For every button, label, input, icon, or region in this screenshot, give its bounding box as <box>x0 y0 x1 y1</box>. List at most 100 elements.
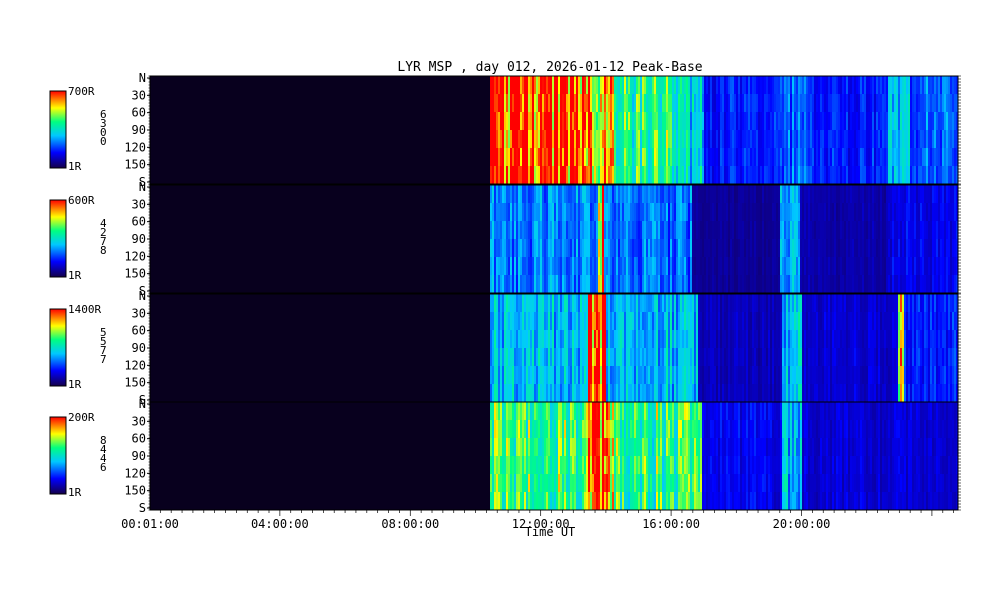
heatmap-cell <box>758 203 760 222</box>
heatmap-cell <box>618 257 620 276</box>
heatmap-cell <box>766 166 768 185</box>
heatmap-cell <box>776 294 778 313</box>
heatmap-cell <box>802 239 804 258</box>
heatmap-cell <box>802 221 804 240</box>
heatmap-cell <box>588 312 590 331</box>
heatmap-cell <box>850 148 852 167</box>
heatmap-cell <box>510 203 512 222</box>
heatmap-cell <box>894 221 896 240</box>
heatmap-cell <box>692 185 694 204</box>
heatmap-cell <box>786 130 788 149</box>
heatmap-cell <box>772 330 774 349</box>
heatmap-cell <box>934 94 936 113</box>
heatmap-cell <box>946 94 948 113</box>
heatmap-cell <box>542 474 544 493</box>
heatmap-cell <box>624 239 626 258</box>
heatmap-cell <box>808 384 810 403</box>
heatmap-cell <box>922 294 924 313</box>
heatmap-cell <box>690 148 692 167</box>
heatmap-cell <box>902 76 904 95</box>
heatmap-cell <box>900 312 902 331</box>
heatmap-cell <box>688 130 690 149</box>
heatmap-cell <box>866 275 868 294</box>
colorbar-max-label: 600R <box>68 194 95 207</box>
heatmap-cell <box>696 294 698 313</box>
heatmap-cell <box>790 366 792 385</box>
heatmap-cell <box>914 348 916 367</box>
heatmap-cell <box>914 76 916 95</box>
heatmap-cell <box>748 166 750 185</box>
heatmap-cell <box>644 456 646 475</box>
heatmap-cell <box>602 330 604 349</box>
heatmap-cell <box>592 474 594 493</box>
heatmap-cell <box>932 294 934 313</box>
heatmap-cell <box>594 166 596 185</box>
heatmap-cell <box>512 294 514 313</box>
heatmap-cell <box>910 257 912 276</box>
heatmap-cell <box>708 203 710 222</box>
heatmap-cell <box>702 185 704 204</box>
heatmap-cell <box>742 76 744 95</box>
heatmap-cell <box>632 257 634 276</box>
heatmap-cell <box>692 330 694 349</box>
heatmap-cell <box>862 148 864 167</box>
heatmap-cell <box>864 221 866 240</box>
heatmap-cell <box>812 94 814 113</box>
heatmap-cell <box>860 185 862 204</box>
heatmap-cell <box>500 112 502 131</box>
heatmap-cell <box>796 112 798 131</box>
heatmap-cell <box>860 239 862 258</box>
heatmap-cell <box>502 330 504 349</box>
heatmap-cell <box>668 166 670 185</box>
heatmap-cell <box>858 312 860 331</box>
heatmap-cell <box>544 112 546 131</box>
heatmap-cell <box>956 76 958 95</box>
heatmap-cell <box>886 294 888 313</box>
heatmap-cell <box>790 221 792 240</box>
heatmap-cell <box>664 257 666 276</box>
heatmap-cell <box>684 384 686 403</box>
heatmap-cell <box>874 221 876 240</box>
heatmap-cell <box>710 294 712 313</box>
heatmap-cell <box>762 330 764 349</box>
heatmap-cell <box>492 257 494 276</box>
heatmap-cell <box>752 203 754 222</box>
heatmap-cell <box>694 239 696 258</box>
heatmap-cell <box>528 130 530 149</box>
heatmap-cell <box>514 130 516 149</box>
heatmap-cell <box>644 275 646 294</box>
heatmap-cell <box>770 275 772 294</box>
heatmap-cell <box>636 474 638 493</box>
heatmap-cell <box>722 94 724 113</box>
heatmap-cell <box>706 185 708 204</box>
heatmap-cell <box>498 348 500 367</box>
heatmap-cell <box>860 257 862 276</box>
heatmap-cell <box>538 257 540 276</box>
heatmap-cell <box>952 76 954 95</box>
heatmap-cell <box>588 456 590 475</box>
heatmap-cell <box>698 94 700 113</box>
heatmap-cell <box>600 330 602 349</box>
heatmap-cell <box>738 384 740 403</box>
heatmap-cell <box>830 384 832 403</box>
heatmap-cell <box>908 294 910 313</box>
heatmap-cell <box>898 185 900 204</box>
heatmap-cell <box>628 474 630 493</box>
heatmap-cell <box>534 185 536 204</box>
heatmap-cell <box>786 257 788 276</box>
heatmap-cell <box>892 330 894 349</box>
heatmap-cell <box>552 76 554 95</box>
heatmap-cell <box>528 348 530 367</box>
heatmap-cell <box>638 366 640 385</box>
heatmap-cell <box>550 294 552 313</box>
heatmap-cell <box>878 185 880 204</box>
heatmap-cell <box>770 348 772 367</box>
heatmap-cell <box>948 348 950 367</box>
heatmap-cell <box>948 239 950 258</box>
heatmap-cell <box>948 76 950 95</box>
heatmap-cell <box>626 492 628 511</box>
heatmap-cell <box>746 94 748 113</box>
heatmap-cell <box>816 221 818 240</box>
heatmap-cell <box>780 294 782 313</box>
heatmap-cell <box>502 312 504 331</box>
